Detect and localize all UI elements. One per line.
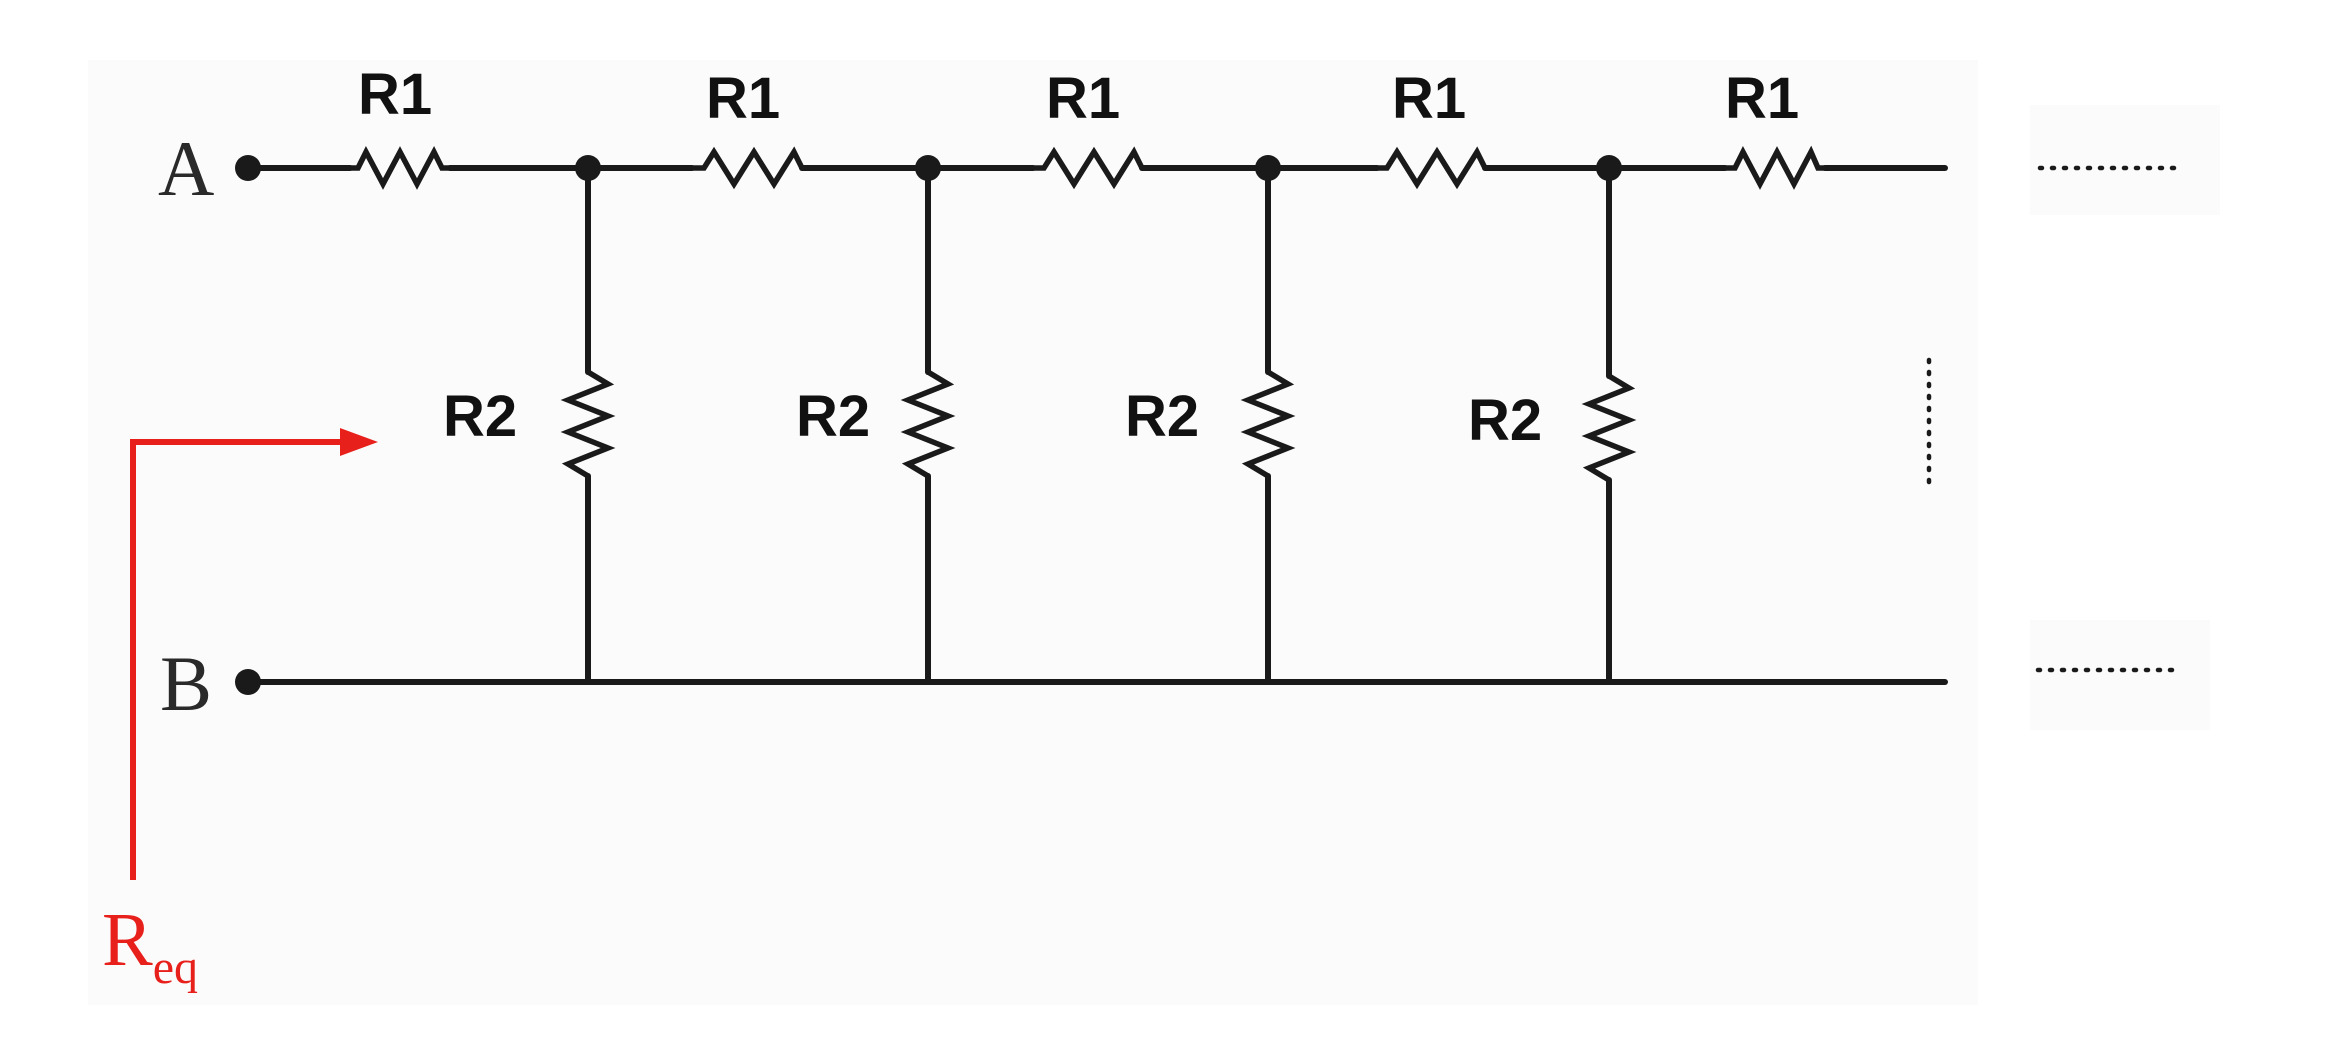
terminal-a-label: A bbox=[158, 125, 214, 212]
junction-node bbox=[1596, 155, 1622, 181]
equivalent-resistance-arrow bbox=[130, 428, 378, 880]
series-resistor-4 bbox=[1374, 146, 1488, 190]
junction-node bbox=[915, 155, 941, 181]
series-resistor-1 bbox=[347, 145, 453, 190]
terminal-a-node bbox=[235, 155, 261, 181]
shunt-resistor-label: R2 bbox=[1468, 388, 1542, 453]
series-resistor-label: R1 bbox=[706, 66, 780, 131]
diagram-background bbox=[88, 60, 1978, 1005]
series-resistor-label: R1 bbox=[358, 62, 432, 127]
shunt-resistor-label: R2 bbox=[443, 384, 517, 449]
shunt-resistor-label: R2 bbox=[1125, 384, 1199, 449]
series-resistor-2 bbox=[689, 146, 805, 190]
continuation-panel-top bbox=[2030, 105, 2220, 215]
series-resistor-label: R1 bbox=[1046, 66, 1120, 131]
shunt-resistor-4 bbox=[1581, 165, 1637, 685]
terminal-b-node bbox=[235, 669, 261, 695]
equivalent-resistance-label: Req bbox=[102, 898, 198, 994]
shunt-resistor-2 bbox=[900, 165, 956, 685]
shunt-resistor-label: R2 bbox=[796, 384, 870, 449]
shunt-resistor-3 bbox=[1240, 165, 1296, 685]
series-resistor-label: R1 bbox=[1725, 66, 1799, 131]
junction-node bbox=[575, 155, 601, 181]
junction-node bbox=[1255, 155, 1281, 181]
terminal-b-label: B bbox=[160, 640, 212, 727]
continuation-panel-bottom bbox=[2030, 620, 2210, 730]
series-resistor-5 bbox=[1722, 145, 1828, 190]
shunt-resistor-1 bbox=[560, 165, 616, 685]
series-resistor-3 bbox=[1030, 146, 1145, 190]
series-resistor-label: R1 bbox=[1392, 66, 1466, 131]
